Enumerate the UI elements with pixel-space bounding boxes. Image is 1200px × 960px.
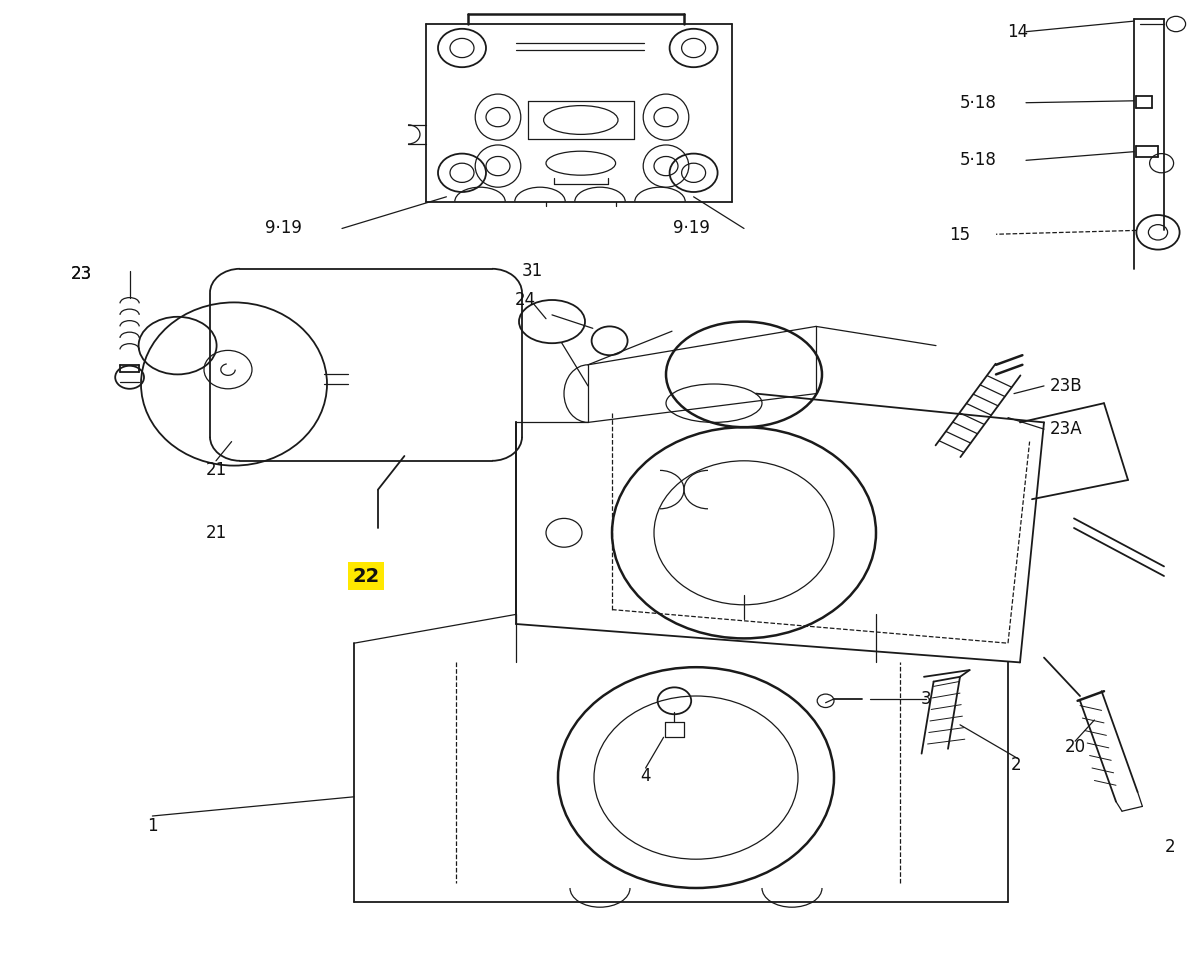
- Text: 31: 31: [522, 262, 544, 279]
- Text: 4: 4: [641, 767, 650, 784]
- Text: 15: 15: [949, 227, 971, 244]
- Text: 23: 23: [71, 265, 92, 282]
- Text: 9·19: 9·19: [265, 220, 301, 237]
- Text: 23: 23: [71, 265, 92, 282]
- Text: 22: 22: [353, 566, 379, 586]
- Text: 2: 2: [1165, 838, 1175, 855]
- Text: 24: 24: [515, 291, 536, 308]
- Text: 5·18: 5·18: [960, 94, 996, 111]
- Text: 9·19: 9·19: [673, 220, 709, 237]
- Text: 21: 21: [205, 524, 227, 541]
- Text: 3: 3: [922, 690, 931, 708]
- Text: 5·18: 5·18: [960, 152, 996, 169]
- Text: 23A: 23A: [1050, 420, 1082, 438]
- Text: 1: 1: [148, 817, 157, 834]
- Text: 21: 21: [205, 462, 227, 479]
- Text: 14: 14: [1007, 23, 1028, 40]
- Text: 2: 2: [1012, 756, 1021, 774]
- Text: 20: 20: [1064, 738, 1086, 756]
- Text: 23B: 23B: [1050, 377, 1082, 395]
